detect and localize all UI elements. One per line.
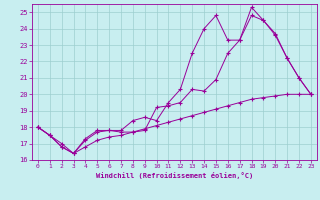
X-axis label: Windchill (Refroidissement éolien,°C): Windchill (Refroidissement éolien,°C) [96, 172, 253, 179]
